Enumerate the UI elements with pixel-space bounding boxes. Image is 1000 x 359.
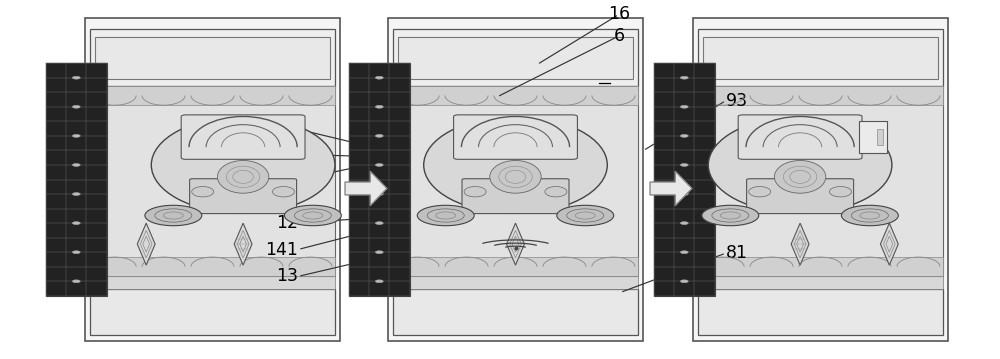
Ellipse shape bbox=[192, 187, 214, 197]
Circle shape bbox=[680, 251, 688, 253]
Circle shape bbox=[702, 205, 759, 226]
Bar bbox=[90, 86, 335, 276]
Circle shape bbox=[680, 193, 688, 195]
Ellipse shape bbox=[774, 160, 826, 193]
Circle shape bbox=[680, 106, 688, 108]
Bar bbox=[90, 257, 335, 276]
Circle shape bbox=[145, 205, 202, 226]
Bar bbox=[698, 276, 943, 289]
Bar bbox=[46, 63, 107, 296]
Bar bbox=[877, 129, 883, 145]
Circle shape bbox=[680, 76, 688, 79]
Circle shape bbox=[72, 76, 80, 79]
Bar bbox=[393, 29, 638, 86]
Text: 13: 13 bbox=[276, 267, 298, 285]
Text: 81: 81 bbox=[726, 244, 748, 262]
Ellipse shape bbox=[464, 187, 486, 197]
Bar bbox=[90, 29, 335, 86]
Circle shape bbox=[375, 135, 383, 137]
Polygon shape bbox=[507, 223, 524, 265]
Text: 6: 6 bbox=[613, 27, 625, 45]
Bar bbox=[393, 257, 638, 276]
FancyBboxPatch shape bbox=[747, 179, 854, 214]
Ellipse shape bbox=[272, 187, 295, 197]
Circle shape bbox=[375, 193, 383, 195]
Circle shape bbox=[680, 222, 688, 224]
Text: 91: 91 bbox=[276, 171, 298, 188]
Circle shape bbox=[375, 222, 383, 224]
Bar bbox=[398, 37, 633, 79]
Polygon shape bbox=[234, 223, 252, 265]
Bar bbox=[393, 289, 638, 335]
Text: 12: 12 bbox=[276, 120, 298, 138]
Circle shape bbox=[72, 280, 80, 283]
Bar bbox=[698, 86, 943, 276]
FancyBboxPatch shape bbox=[181, 115, 305, 159]
Circle shape bbox=[680, 135, 688, 137]
Circle shape bbox=[72, 251, 80, 253]
Circle shape bbox=[72, 106, 80, 108]
Bar bbox=[859, 121, 887, 153]
Circle shape bbox=[375, 251, 383, 253]
Circle shape bbox=[375, 280, 383, 283]
Ellipse shape bbox=[490, 160, 541, 193]
Circle shape bbox=[375, 76, 383, 79]
Circle shape bbox=[417, 205, 474, 226]
Circle shape bbox=[375, 164, 383, 166]
Bar bbox=[90, 86, 335, 105]
Text: 93: 93 bbox=[726, 92, 748, 109]
FancyBboxPatch shape bbox=[454, 115, 577, 159]
Bar bbox=[95, 37, 330, 79]
Bar bbox=[393, 276, 638, 289]
Bar bbox=[698, 29, 943, 86]
Ellipse shape bbox=[545, 187, 567, 197]
Bar bbox=[654, 63, 715, 296]
Circle shape bbox=[72, 193, 80, 195]
Bar bbox=[693, 18, 948, 341]
Bar bbox=[698, 86, 943, 105]
Bar bbox=[388, 18, 643, 341]
Circle shape bbox=[841, 205, 898, 226]
Bar bbox=[85, 18, 340, 341]
Circle shape bbox=[557, 205, 614, 226]
Circle shape bbox=[375, 106, 383, 108]
Polygon shape bbox=[880, 223, 898, 265]
Polygon shape bbox=[650, 171, 692, 206]
Ellipse shape bbox=[217, 160, 269, 193]
Ellipse shape bbox=[708, 117, 892, 213]
Bar bbox=[90, 276, 335, 289]
Ellipse shape bbox=[749, 187, 771, 197]
Ellipse shape bbox=[829, 187, 852, 197]
FancyBboxPatch shape bbox=[462, 179, 569, 214]
Bar bbox=[393, 86, 638, 105]
Circle shape bbox=[284, 205, 341, 226]
FancyBboxPatch shape bbox=[738, 115, 862, 159]
Text: 141: 141 bbox=[265, 241, 298, 258]
Text: 16: 16 bbox=[608, 5, 630, 23]
Bar bbox=[393, 86, 638, 276]
Circle shape bbox=[680, 280, 688, 283]
Bar bbox=[703, 37, 938, 79]
Circle shape bbox=[72, 135, 80, 137]
Bar bbox=[698, 257, 943, 276]
Circle shape bbox=[72, 164, 80, 166]
Ellipse shape bbox=[151, 117, 335, 213]
FancyBboxPatch shape bbox=[190, 179, 297, 214]
Bar bbox=[90, 289, 335, 335]
Ellipse shape bbox=[424, 117, 607, 213]
Text: 12: 12 bbox=[276, 214, 298, 232]
Polygon shape bbox=[137, 223, 155, 265]
Bar bbox=[349, 63, 410, 296]
Text: 92: 92 bbox=[276, 145, 298, 163]
Polygon shape bbox=[345, 171, 387, 206]
Circle shape bbox=[72, 222, 80, 224]
Polygon shape bbox=[791, 223, 809, 265]
Circle shape bbox=[680, 164, 688, 166]
Bar bbox=[698, 289, 943, 335]
